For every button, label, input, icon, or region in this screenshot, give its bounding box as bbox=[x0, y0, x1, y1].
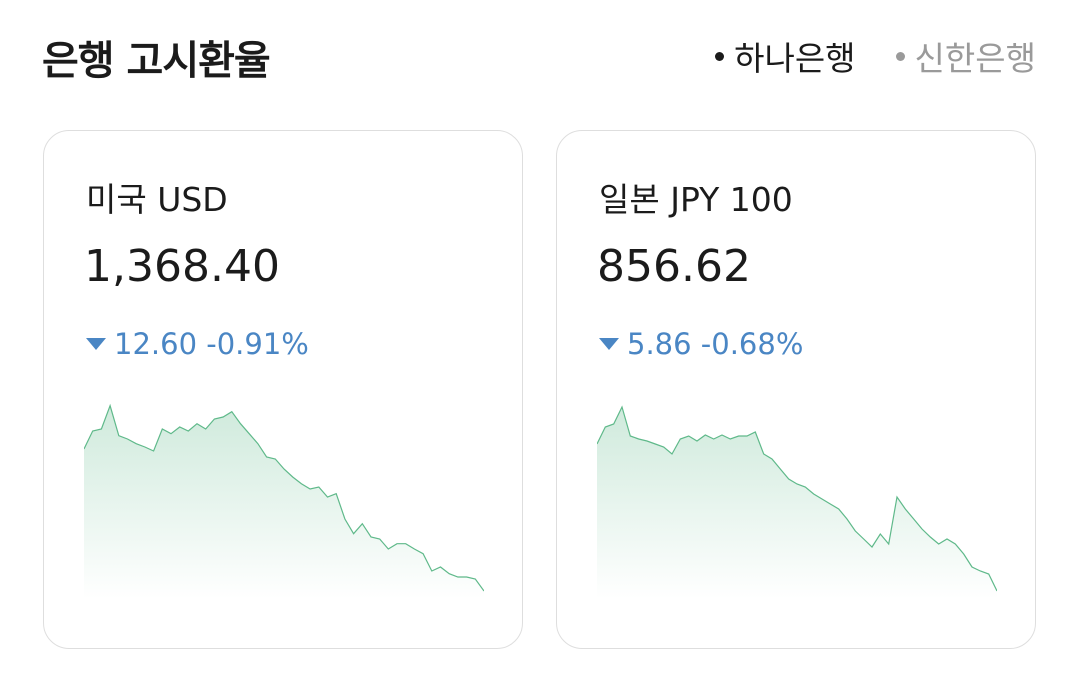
bank-tab[interactable]: 하나은행 bbox=[715, 32, 856, 80]
rate-change: 12.60 -0.91% bbox=[86, 327, 309, 361]
page-title: 은행 고시환율 bbox=[42, 38, 271, 84]
bank-tabs: 하나은행 신한은행 bbox=[715, 32, 1036, 80]
rate-change: 5.86 -0.68% bbox=[599, 327, 803, 361]
sparkline-area bbox=[84, 405, 484, 599]
sparkline-area bbox=[597, 407, 997, 599]
down-arrow bbox=[599, 338, 619, 350]
currency-name: 일본 JPY 100 bbox=[599, 180, 793, 219]
rate-change-text: 12.60 -0.91% bbox=[114, 327, 309, 361]
exchange-rate: 856.62 bbox=[597, 241, 751, 292]
tab-dot bbox=[715, 51, 725, 61]
sparkline bbox=[597, 405, 997, 599]
currency-name: 미국 USD bbox=[86, 180, 228, 219]
sparkline-line bbox=[84, 403, 484, 592]
rate-card[interactable]: 일본 JPY 100 856.62 5.86 -0.68% bbox=[556, 130, 1036, 649]
tab-label: 하나은행 bbox=[734, 39, 856, 78]
tab-dot bbox=[895, 51, 905, 61]
rate-change-text: 5.86 -0.68% bbox=[627, 327, 804, 361]
down-arrow bbox=[86, 338, 106, 350]
sparkline-line bbox=[597, 405, 997, 592]
rate-card[interactable]: 미국 USD 1,368.40 12.60 -0.91% bbox=[43, 130, 523, 649]
tab-label: 신한은행 bbox=[914, 39, 1036, 78]
exchange-rate: 1,368.40 bbox=[84, 241, 280, 292]
bank-tab[interactable]: 신한은행 bbox=[895, 32, 1036, 80]
sparkline bbox=[84, 403, 484, 599]
